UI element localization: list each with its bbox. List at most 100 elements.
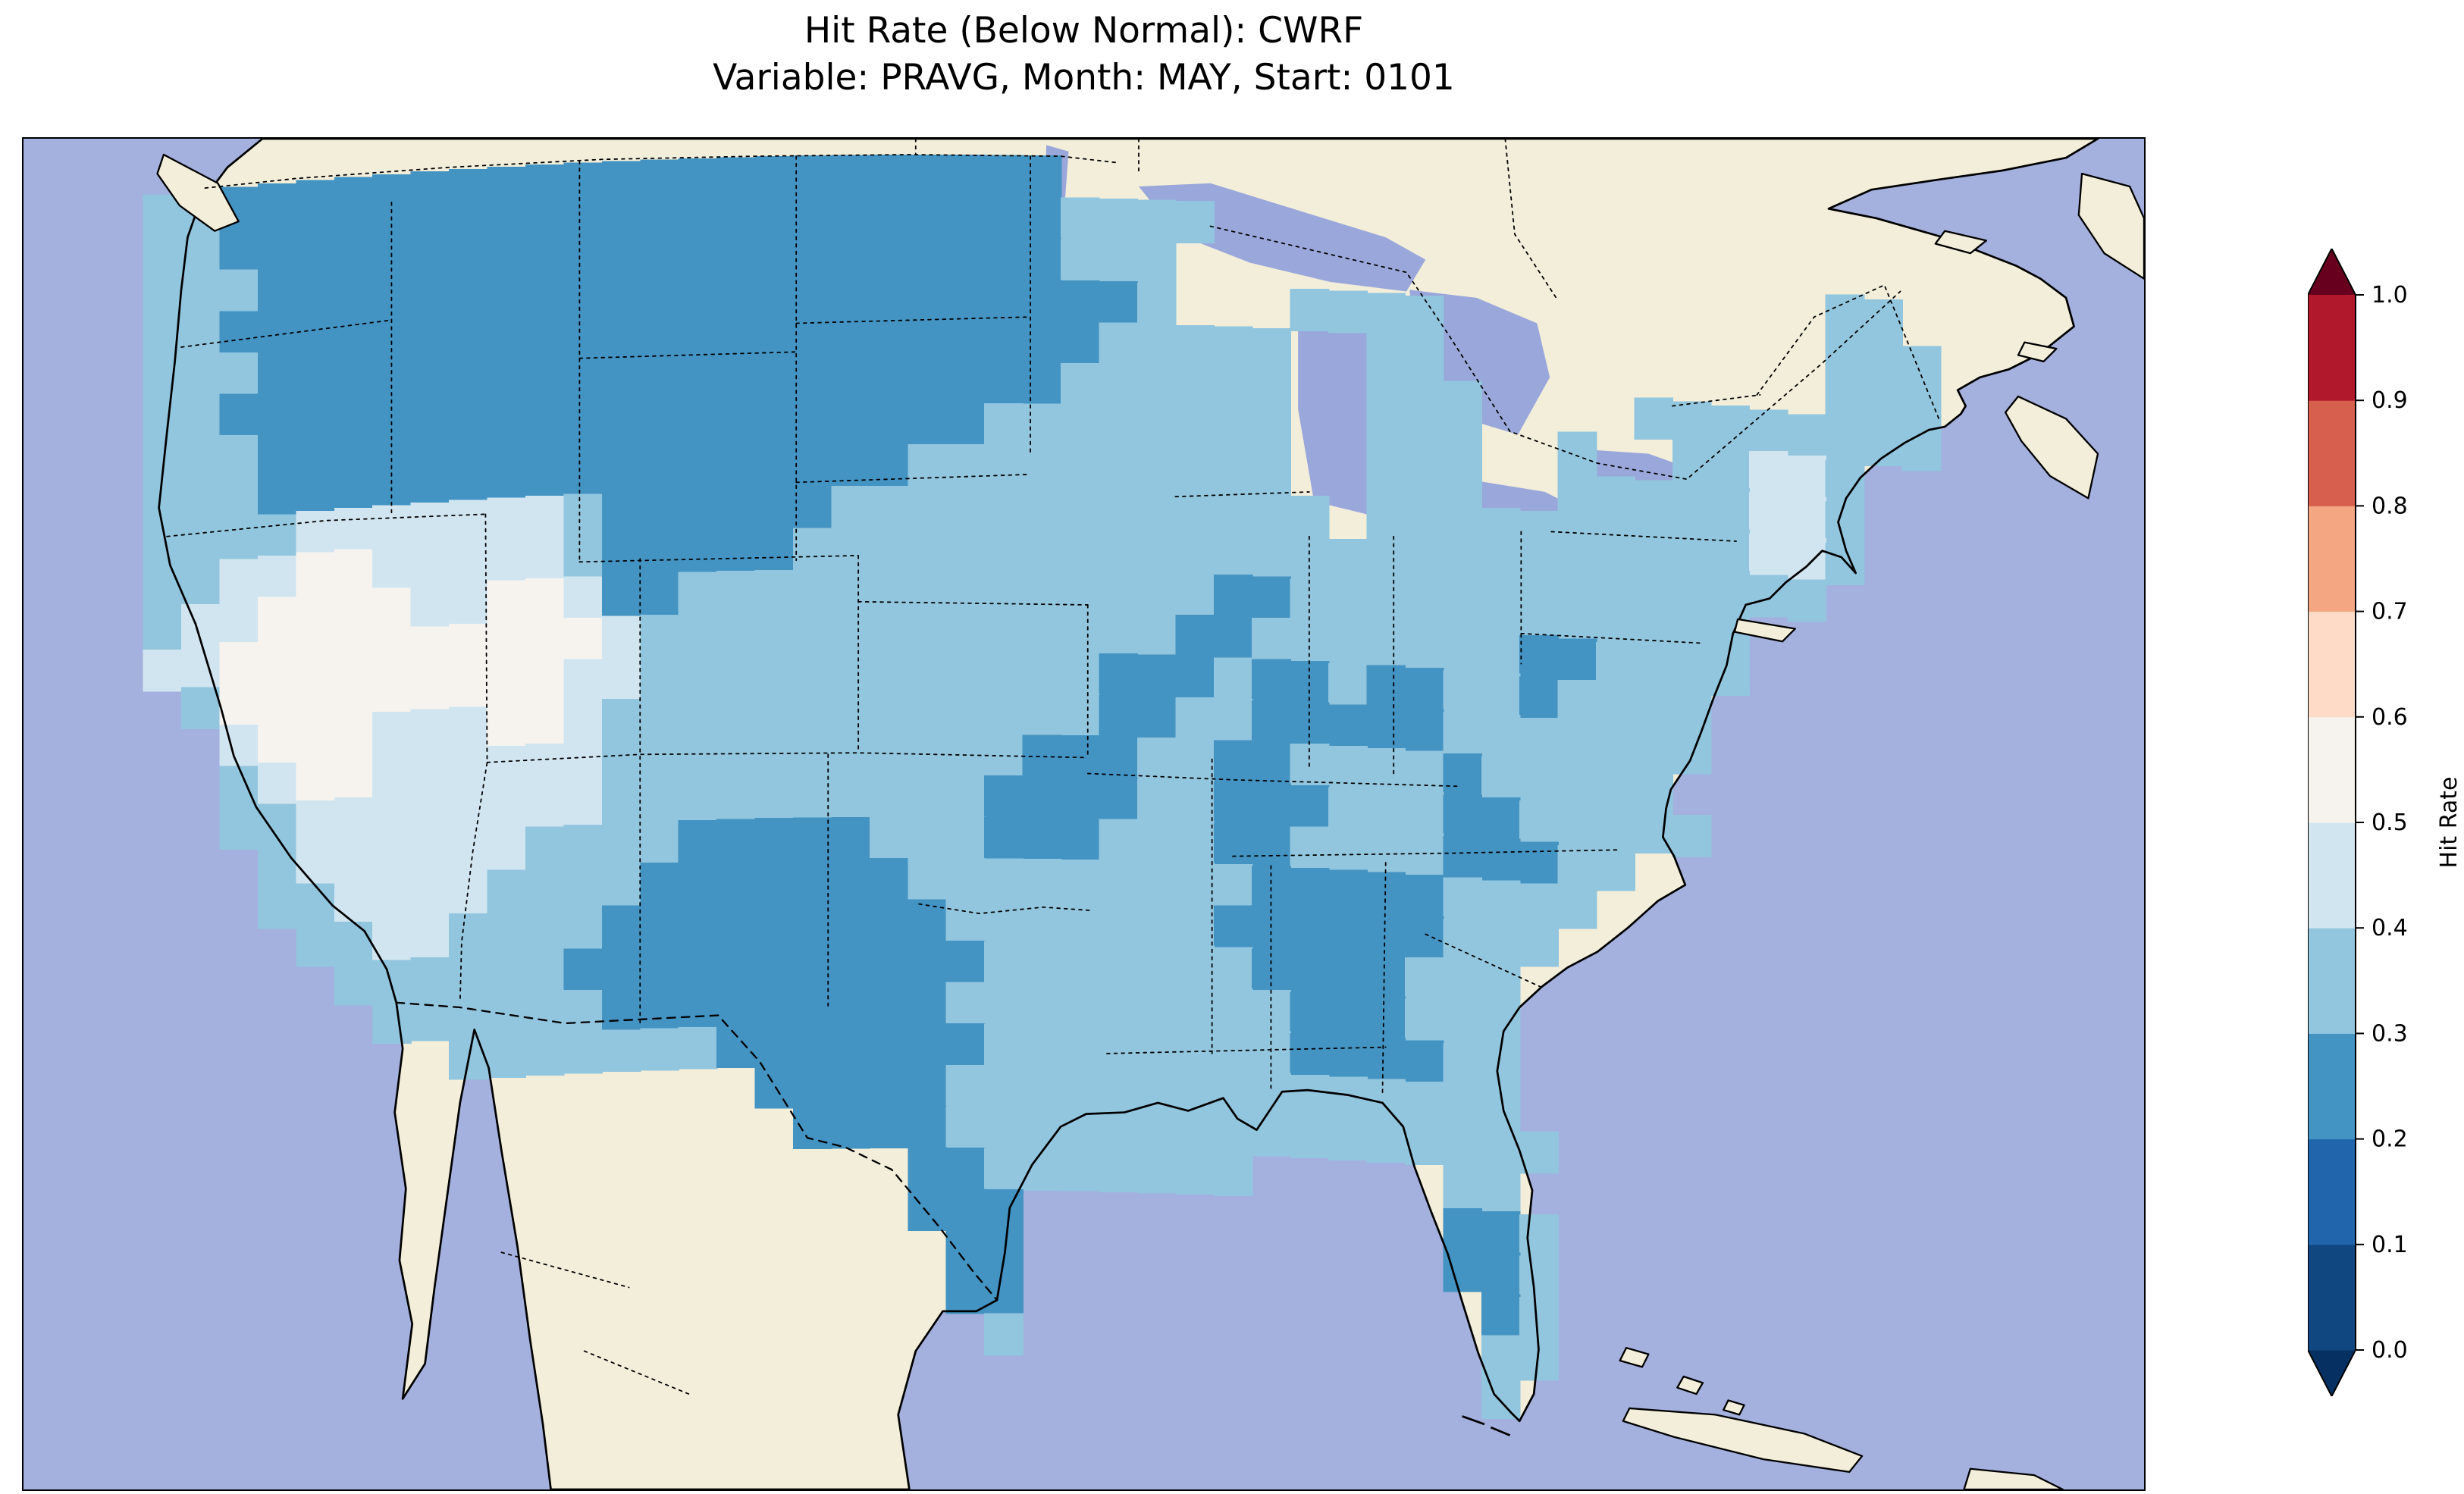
grid-cell xyxy=(219,600,259,644)
grid-cell xyxy=(563,411,603,453)
grid-cell xyxy=(831,982,871,1025)
grid-cell xyxy=(1022,362,1062,405)
grid-cell xyxy=(1481,508,1521,550)
grid-cell xyxy=(1328,1035,1368,1078)
grid-cell xyxy=(1136,1026,1177,1070)
grid-cell xyxy=(410,171,450,215)
grid-cell xyxy=(525,495,565,538)
colorbar-tick-label: 0.0 xyxy=(2372,1337,2408,1364)
grid-cell xyxy=(1634,562,1674,606)
grid-cell xyxy=(908,361,947,404)
grid-cell xyxy=(1404,626,1444,669)
grid-cell xyxy=(1022,486,1062,529)
grid-cell xyxy=(716,446,756,490)
grid-cell xyxy=(831,196,871,240)
grid-cell xyxy=(1213,905,1253,948)
grid-cell xyxy=(792,403,832,446)
grid-cell xyxy=(334,177,374,220)
grid-cell xyxy=(945,775,986,818)
grid-cell xyxy=(563,948,603,991)
grid-cell xyxy=(1061,404,1100,447)
grid-cell xyxy=(1404,709,1444,752)
grid-cell xyxy=(640,324,679,368)
grid-cell xyxy=(1404,957,1444,1000)
grid-cell xyxy=(792,734,832,778)
grid-cell xyxy=(372,712,412,755)
hit-rate-grid xyxy=(143,154,1942,1420)
grid-cell xyxy=(1328,787,1368,830)
grid-cell xyxy=(1252,1031,1291,1074)
grid-cell xyxy=(487,828,527,871)
grid-cell xyxy=(1404,295,1444,338)
colorbar-segment xyxy=(2308,1033,2356,1140)
grid-cell xyxy=(1710,529,1751,572)
grid-cell xyxy=(1022,858,1062,901)
grid-cell xyxy=(716,777,756,820)
grid-cell xyxy=(945,609,986,653)
grid-cell xyxy=(1061,776,1100,819)
grid-cell xyxy=(525,205,565,249)
grid-cell xyxy=(831,651,871,694)
grid-cell xyxy=(1252,1113,1291,1157)
grid-cell xyxy=(1136,1151,1177,1194)
grid-cell xyxy=(1481,715,1521,757)
grid-cell xyxy=(678,696,718,739)
grid-cell xyxy=(1099,571,1139,613)
grid-cell xyxy=(1252,783,1291,826)
grid-cell xyxy=(601,864,641,907)
grid-cell xyxy=(334,549,374,592)
grid-cell xyxy=(1290,1033,1330,1076)
grid-cell xyxy=(1519,800,1559,843)
grid-cell xyxy=(908,650,947,694)
grid-cell xyxy=(219,228,259,271)
grid-cell xyxy=(1557,845,1597,888)
grid-cell xyxy=(716,198,756,241)
grid-cell xyxy=(908,1106,947,1148)
grid-cell xyxy=(1748,492,1788,535)
grid-cell xyxy=(1136,696,1177,739)
us-map xyxy=(22,137,2146,1491)
grid-cell xyxy=(754,983,795,1026)
grid-cell xyxy=(1022,775,1062,819)
grid-cell xyxy=(219,807,259,850)
grid-cell xyxy=(1290,826,1330,869)
grid-cell xyxy=(334,425,374,468)
grid-cell xyxy=(678,985,718,1029)
grid-cell xyxy=(1864,423,1903,466)
grid-cell xyxy=(640,780,679,822)
grid-cell xyxy=(143,649,183,692)
grid-cell xyxy=(372,753,412,796)
grid-cell xyxy=(449,996,488,1039)
grid-cell xyxy=(1366,417,1406,460)
grid-cell xyxy=(601,409,641,452)
grid-cell xyxy=(1596,725,1635,767)
grid-cell xyxy=(678,737,718,780)
grid-cell xyxy=(869,609,909,653)
grid-cell xyxy=(754,652,795,695)
grid-cell xyxy=(1061,735,1100,778)
grid-cell xyxy=(601,450,641,493)
grid-cell xyxy=(143,236,183,278)
grid-cell xyxy=(1443,877,1483,920)
grid-cell xyxy=(1175,656,1215,699)
grid-cell xyxy=(1328,290,1368,334)
grid-cell xyxy=(1404,502,1444,545)
grid-cell xyxy=(1557,514,1597,557)
grid-cell xyxy=(792,196,832,240)
grid-cell xyxy=(1443,629,1483,672)
grid-cell xyxy=(1328,539,1368,581)
grid-cell xyxy=(487,332,527,375)
colorbar-ticks: 0.0 0.1 0.2 0.3 0.4 0.5 0.6 0.7 0.8 0.9 1.0 xyxy=(2356,282,2408,1364)
grid-cell xyxy=(296,594,336,637)
grid-cell xyxy=(716,901,756,944)
grid-cell xyxy=(372,629,412,672)
grid-cell xyxy=(334,466,374,509)
grid-cell xyxy=(1596,766,1635,809)
grid-cell xyxy=(257,721,297,764)
grid-cell xyxy=(1672,608,1712,651)
grid-cell xyxy=(487,869,527,913)
grid-cell xyxy=(449,168,488,211)
grid-cell xyxy=(1061,652,1100,695)
grid-cell xyxy=(219,476,259,519)
grid-cell xyxy=(1748,409,1788,453)
